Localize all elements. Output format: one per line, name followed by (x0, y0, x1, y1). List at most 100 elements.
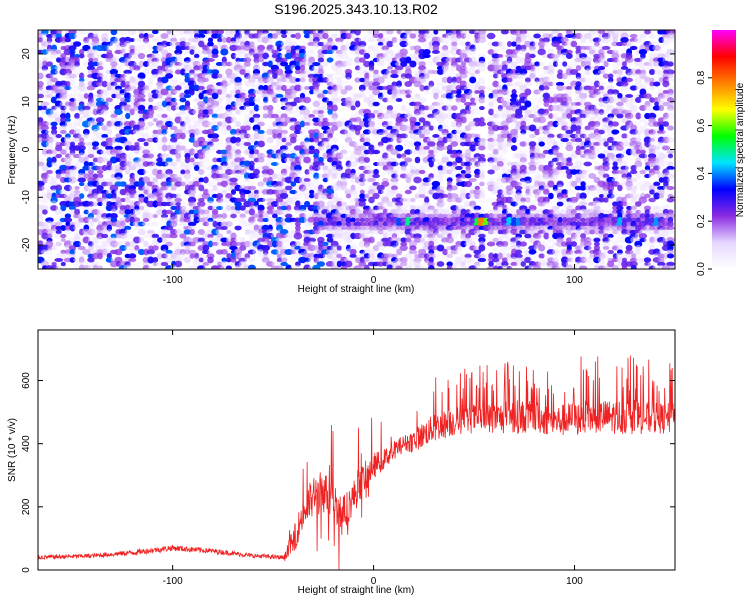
spectrogram-cell (155, 104, 165, 112)
spectrogram-cell (326, 77, 334, 83)
spectrogram-cell (109, 68, 119, 76)
spectrogram-cell (436, 116, 445, 124)
spectrogram-cell (460, 97, 467, 103)
spectrogram-cell (592, 93, 602, 99)
spectrogram-cell (166, 37, 173, 43)
spectrogram-cell (97, 61, 104, 67)
spectrogram-cell (634, 81, 642, 87)
spectrogram-cell (189, 88, 195, 96)
spectrogram-cell (409, 185, 417, 191)
spectrogram-cell (598, 85, 605, 91)
spectrogram-cell (658, 193, 665, 199)
spectrogram-cell (376, 56, 385, 64)
spectrogram-cell (417, 37, 427, 43)
spectrogram-cell (345, 40, 352, 48)
spectrogram-cell (170, 89, 177, 95)
spectrogram-cell (529, 45, 536, 51)
spectrogram-cell (556, 45, 565, 51)
spectrogram-cell (138, 89, 145, 95)
spectrogram-cell (124, 169, 131, 175)
spectrogram-cell (364, 72, 370, 80)
spectrogram-cell (441, 53, 449, 59)
spectrogram-cell (611, 165, 619, 171)
spectrogram-cell (134, 149, 140, 155)
spectrogram-cell (147, 97, 154, 103)
spectrogram-cell (464, 173, 472, 179)
spectrogram-cell (626, 40, 632, 48)
spectrogram-cell (240, 41, 246, 47)
spectrogram-cell (381, 45, 390, 51)
spectrogram-cell (491, 41, 500, 47)
spectrogram-cell (68, 93, 77, 99)
spectrogram-cell (547, 72, 554, 80)
spectrogram-cell (555, 81, 565, 87)
spectrogram-cell (506, 40, 513, 48)
spectrogram-cell (497, 153, 504, 159)
spectrogram-cell (477, 121, 487, 127)
spectrogram-cell (566, 44, 573, 52)
spectrogram-cell (547, 76, 555, 84)
spectrogram-cell (133, 65, 141, 71)
spectrogram-cell (183, 93, 192, 99)
spectrogram-cell (626, 84, 632, 92)
spectrogram-cell (533, 89, 541, 95)
spectrogram-cell (497, 81, 504, 87)
spectrogram-cell (418, 30, 426, 35)
spectrogram-cell (459, 53, 468, 59)
spectrogram-cell (335, 49, 343, 55)
spectrogram-cell (258, 84, 265, 92)
spectrogram-cell (137, 45, 146, 51)
spectrogram-cell (243, 61, 251, 67)
spectrogram-cell (128, 30, 137, 36)
spectrogram-cell (649, 77, 655, 83)
spectrogram-cell (174, 85, 182, 91)
spectrogram-cell (620, 36, 629, 44)
spectrogram-cell (147, 33, 154, 39)
spectrogram-cell (538, 40, 546, 48)
spectrogram-cell (515, 65, 522, 71)
spectrogram-cell (354, 65, 361, 71)
spectrogram-cell (431, 49, 441, 55)
spectrogram-cell (574, 137, 583, 143)
spectrogram-cell (235, 89, 241, 95)
spectrogram-cell (589, 45, 596, 51)
spectrogram-cell (548, 81, 554, 87)
spectrogram-cell (193, 44, 200, 52)
spectrogram-cell (602, 73, 610, 79)
spectrogram-cell (418, 61, 426, 67)
spectrogram-cell (230, 116, 237, 124)
spectrogram-cell (368, 69, 375, 75)
spectrogram-cell (303, 225, 311, 231)
spectrogram-cell (441, 77, 449, 83)
spectrogram-cell (358, 65, 367, 71)
spectrogram-cell (400, 61, 408, 67)
spectrogram-cell (340, 201, 348, 207)
spectrogram-cell (147, 61, 155, 67)
spectrogram-cell (574, 32, 583, 40)
spectrogram-cell (327, 73, 333, 79)
spectrogram-cell (510, 37, 518, 43)
spectrogram-cell (100, 44, 109, 52)
spectrogram-cell (414, 156, 421, 164)
spectrogram-cell (312, 30, 320, 35)
spectrogram-cell (446, 76, 453, 84)
spectrogram-cell (238, 49, 247, 55)
spectrogram-cell (340, 89, 348, 95)
spectrogram-cell (634, 77, 643, 83)
spectrogram-cell (331, 104, 338, 112)
spectrogram-cell (326, 57, 334, 63)
spectrogram-cell (174, 69, 182, 75)
spectrogram-cell (423, 89, 430, 95)
spectrogram-cell (565, 49, 573, 55)
spectrogram-cell (303, 53, 311, 59)
spectrogram-cell (215, 185, 225, 191)
spectrogram-cell (510, 73, 519, 79)
spectrogram-cell (133, 69, 141, 75)
spectrogram-cell (229, 177, 238, 183)
spectrogram-cell (401, 76, 407, 84)
spectrogram-cell (580, 69, 587, 75)
spectrogram-cell (570, 189, 578, 195)
spectrogram-cell (372, 101, 380, 107)
spectrogram-cell (479, 181, 485, 187)
spectrogram-cell (189, 56, 195, 64)
